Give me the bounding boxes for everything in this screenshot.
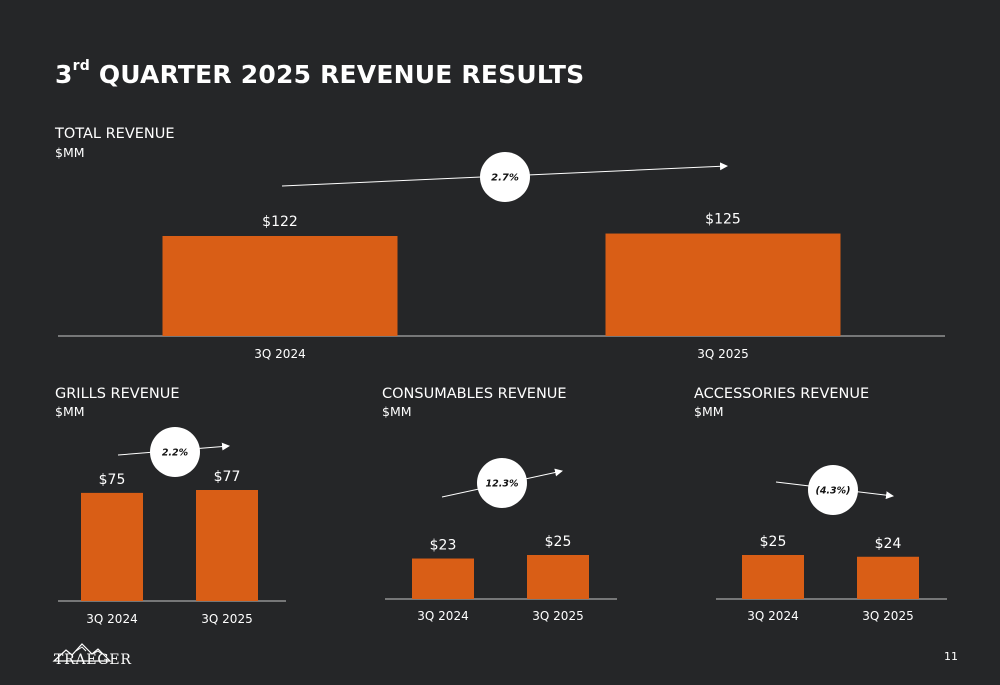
accessories-category-label-1: 3Q 2024 <box>747 609 798 623</box>
consumables-revenue-unit: $MM <box>382 404 412 419</box>
total-growth-label: 2.7% <box>491 173 519 184</box>
grills-growth-label: 2.2% <box>162 448 188 459</box>
accessories-bar-2 <box>857 556 919 599</box>
total-bar-2 <box>605 233 841 336</box>
total-revenue-unit: $MM <box>55 145 85 160</box>
consumables-bar-2 <box>527 555 589 599</box>
page-title: 3rd QUARTER 2025 REVENUE RESULTS <box>55 58 585 89</box>
accessories-category-label-2: 3Q 2025 <box>862 609 913 623</box>
consumables-growth-label: 12.3% <box>486 479 519 490</box>
accessories-revenue-heading: ACCESSORIES REVENUE <box>694 386 870 402</box>
total-data-label-1: $122 <box>262 214 298 230</box>
grills-growth-badge <box>150 427 200 477</box>
total-category-label-1: 3Q 2024 <box>254 347 305 361</box>
consumables-data-label-1: $23 <box>430 538 457 554</box>
accessories-data-label-1: $25 <box>760 534 787 550</box>
consumables-growth-badge <box>477 458 527 508</box>
consumables-category-label-1: 3Q 2024 <box>417 609 468 623</box>
total-category-label-2: 3Q 2025 <box>697 347 748 361</box>
accessories-bar-1 <box>742 555 804 599</box>
total-bar-1 <box>162 236 398 336</box>
grills-revenue-heading: GRILLS REVENUE <box>55 386 180 402</box>
grills-category-label-2: 3Q 2025 <box>201 612 252 626</box>
traeger-logo-text: TRAEGER <box>54 652 132 668</box>
consumables-category-label-2: 3Q 2025 <box>532 609 583 623</box>
consumables-revenue-heading: CONSUMABLES REVENUE <box>382 386 567 402</box>
accessories-growth-badge <box>808 465 858 515</box>
grills-category-label-1: 3Q 2024 <box>86 612 137 626</box>
accessories-data-label-2: $24 <box>875 536 902 552</box>
grills-bar-2 <box>196 490 258 601</box>
total-revenue-heading: TOTAL REVENUE <box>55 126 175 142</box>
grills-data-label-1: $75 <box>99 472 126 488</box>
page-number: 11 <box>944 650 958 663</box>
consumables-data-label-2: $25 <box>545 534 572 550</box>
traeger-mountain-logo-icon <box>52 643 112 662</box>
total-data-label-2: $125 <box>705 212 741 228</box>
total-growth-badge <box>480 152 530 202</box>
consumables-bar-1 <box>412 558 474 599</box>
grills-revenue-unit: $MM <box>55 404 85 419</box>
grills-bar-1 <box>81 492 143 601</box>
accessories-revenue-unit: $MM <box>694 404 724 419</box>
accessories-growth-label: (4.3%) <box>815 486 850 497</box>
grills-data-label-2: $77 <box>214 469 241 485</box>
